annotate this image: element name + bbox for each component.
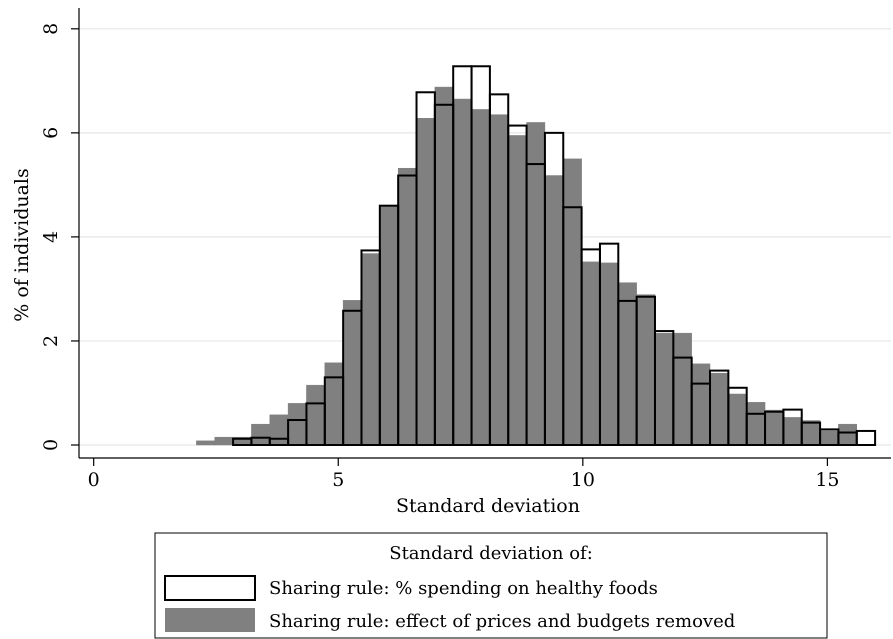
x-tick-label: 5 <box>332 469 344 491</box>
filled-bar <box>838 423 858 446</box>
legend-box <box>154 532 828 639</box>
filled-bar <box>452 98 472 446</box>
filled-bar <box>269 414 289 446</box>
filled-bar <box>287 403 307 446</box>
x-axis-label: Standard deviation <box>396 495 580 517</box>
filled-bar <box>416 118 436 446</box>
filled-bar <box>196 440 215 446</box>
legend-label-outline-series: Sharing rule: % spending on healthy food… <box>269 578 658 599</box>
y-axis-label: % of individuals <box>11 168 33 322</box>
filled-bar <box>306 384 326 446</box>
filled-series-bars <box>196 86 858 446</box>
filled-bar <box>434 86 454 446</box>
axes: 0 5 10 15 0 2 4 6 8 <box>40 8 891 491</box>
filled-bar <box>342 300 362 446</box>
filled-bar <box>581 261 601 446</box>
filled-bar <box>654 332 674 446</box>
filled-bar <box>801 420 821 446</box>
y-tick-label: 6 <box>40 127 62 139</box>
legend: Standard deviation of: Sharing rule: % s… <box>154 532 828 639</box>
filled-bar <box>709 372 729 446</box>
filled-bar <box>361 253 381 446</box>
filled-bar <box>691 363 711 446</box>
outline-bar <box>855 429 877 446</box>
filled-bar <box>673 332 692 446</box>
y-tick-label: 8 <box>40 23 62 35</box>
filled-bar <box>251 423 271 446</box>
x-tick-label: 10 <box>571 469 595 491</box>
filled-bar <box>507 135 527 446</box>
filled-bar <box>544 175 564 446</box>
legend-swatch-filled <box>165 608 255 632</box>
outline-series-bars <box>232 65 877 446</box>
filled-bar <box>764 409 784 446</box>
filled-bar <box>471 109 491 446</box>
filled-bar <box>636 294 656 446</box>
y-tick-label: 4 <box>40 231 62 243</box>
legend-swatch-outline <box>164 575 256 601</box>
filled-bar <box>783 417 802 446</box>
y-tick-label: 2 <box>40 335 62 347</box>
filled-bar <box>599 262 619 446</box>
filled-bar <box>397 167 417 446</box>
filled-bar <box>489 114 509 446</box>
filled-bar <box>618 282 637 446</box>
filled-bar <box>746 402 766 446</box>
x-tick-label: 15 <box>815 469 839 491</box>
legend-label-filled-series: Sharing rule: effect of prices and budge… <box>269 611 735 632</box>
legend-title: Standard deviation of: <box>389 543 593 564</box>
filled-bar <box>563 158 582 446</box>
x-tick-label: 0 <box>88 469 100 491</box>
y-tick-label: 0 <box>40 439 62 451</box>
filled-bar <box>728 393 747 446</box>
filled-bar <box>214 436 234 446</box>
filled-bar <box>526 122 546 446</box>
filled-bar <box>324 362 344 446</box>
filled-bar <box>819 430 839 446</box>
filled-bar <box>379 206 399 446</box>
